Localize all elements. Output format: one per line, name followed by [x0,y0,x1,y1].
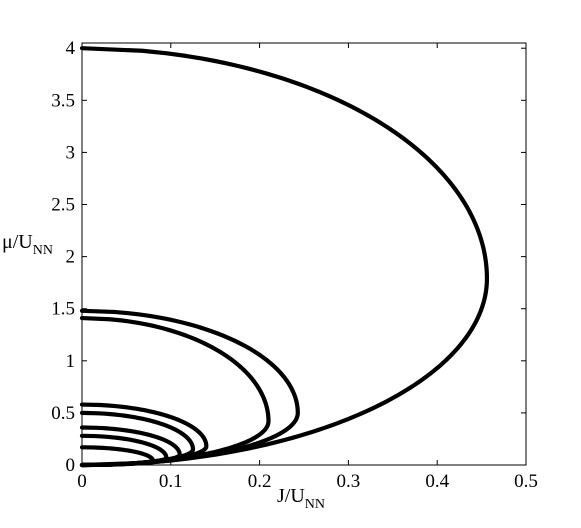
lobe-curves [79,46,490,468]
x-axis-label: J/UNN [277,485,325,512]
y-tick-label: 1 [66,351,76,372]
lobe-curve [79,315,271,468]
x-tick-label: 0 [77,471,87,492]
x-tick-label: 0.3 [337,471,361,492]
lobe-curve [79,308,300,468]
plot-frame [81,42,527,466]
x-tick-label: 0.5 [514,471,538,492]
x-tick-label: 0.1 [159,471,183,492]
y-tick-label: 3.5 [51,90,75,111]
y-tick-label: 1.5 [51,299,75,320]
y-tick-label: 0 [66,455,76,476]
y-tick-labels: 0 0.5 1 1.5 2 2.5 3 3.5 4 [51,38,75,476]
y-tick-label: 2 [66,247,76,268]
axis-ticks [81,43,527,466]
x-tick-labels: 0 0.1 0.2 0.3 0.4 0.5 [77,471,538,492]
y-axis-label: μ/UNN [2,231,53,258]
x-tick-label: 0.4 [425,471,449,492]
y-tick-label: 2.5 [51,195,75,216]
lobe-curve [79,46,490,468]
y-tick-label: 4 [66,38,76,59]
x-tick-label: 0.2 [248,471,272,492]
lobe-curve [79,445,156,468]
y-tick-label: 3 [66,142,76,163]
y-tick-label: 0.5 [51,403,75,424]
